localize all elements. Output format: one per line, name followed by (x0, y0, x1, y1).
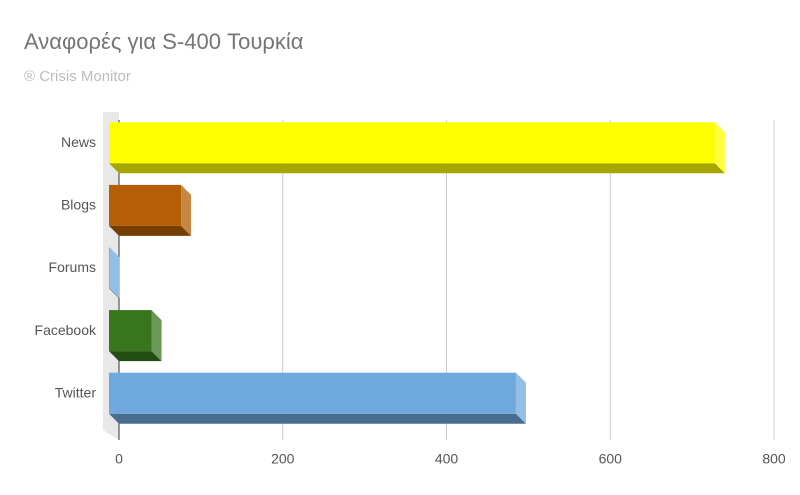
x-tick-label: 600 (599, 451, 623, 467)
y-tick-label: News (61, 134, 96, 150)
y-tick-label: Forums (49, 259, 96, 275)
y-tick-label: Twitter (55, 384, 97, 400)
y-tick-label: Blogs (61, 197, 96, 213)
bar (109, 247, 110, 289)
chart-subtitle: ® Crisis Monitor (24, 68, 131, 85)
bar (109, 122, 715, 164)
bar-bottom (109, 288, 120, 299)
x-tick-label: 400 (435, 451, 459, 467)
bar-bottom (109, 413, 526, 424)
bar (109, 310, 152, 352)
bar-side (515, 372, 526, 424)
x-tick-label: 200 (271, 451, 295, 467)
bar-bottom (109, 351, 162, 362)
bar-side (181, 184, 192, 236)
bar-side (151, 310, 162, 362)
chart-title: Αναφορές για S-400 Τουρκία (24, 29, 304, 54)
bar (109, 372, 516, 414)
x-tick-label: 0 (115, 451, 123, 467)
bar-side (714, 122, 725, 174)
x-tick-label: 800 (762, 451, 786, 467)
y-tick-label: Facebook (35, 322, 97, 338)
bar-bottom (109, 225, 192, 236)
bar-side (109, 247, 120, 299)
bar (109, 184, 182, 226)
bar-bottom (109, 163, 725, 174)
